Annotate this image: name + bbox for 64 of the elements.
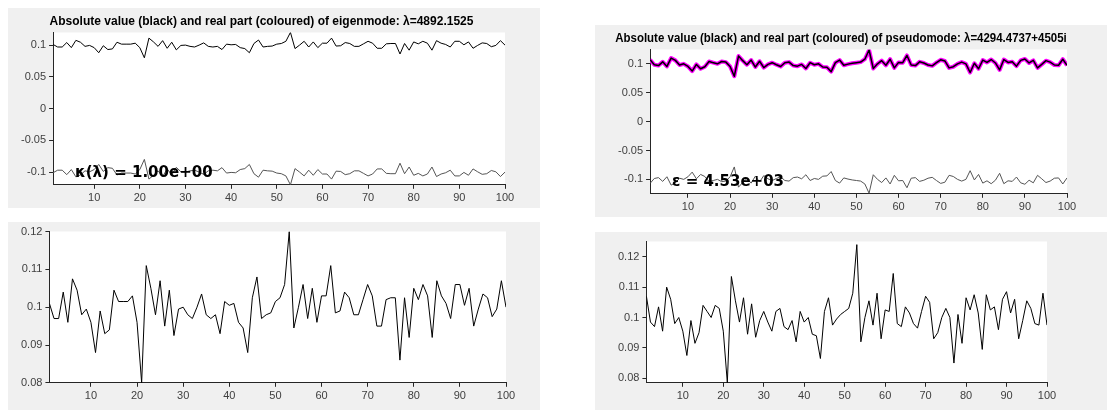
x-tick-label: 80 — [976, 200, 989, 213]
y-tick-label: 0.12 — [617, 249, 640, 262]
x-tick-label: 50 — [269, 389, 282, 402]
y-tick-label: 0.08 — [20, 375, 43, 388]
y-tick-label: 0.11 — [618, 280, 640, 293]
x-tick-label: 10 — [88, 191, 101, 204]
y-tick-label: -0.1 — [624, 172, 644, 185]
x-tick-label: 70 — [934, 200, 947, 213]
x-tick-label: 40 — [223, 389, 236, 402]
x-tick-label: 100 — [1057, 200, 1077, 213]
y-tick-label: -0.1 — [27, 165, 47, 178]
x-tick-label: 80 — [407, 191, 420, 204]
y-tick-label: 0.09 — [20, 338, 43, 351]
x-tick-label: 60 — [316, 191, 329, 204]
x-tick-label: 60 — [315, 389, 328, 402]
x-tick-label: 30 — [757, 389, 770, 402]
x-tick-label: 50 — [838, 389, 851, 402]
chart-title: Absolute value (black) and real part (coloured) of eigenmode: λ=4892.1525 — [49, 13, 474, 28]
x-tick-label: 100 — [495, 191, 515, 204]
y-tick-label: 0.05 — [24, 69, 47, 82]
y-tick-label: 0.1 — [30, 38, 47, 51]
x-tick-label: 80 — [959, 389, 973, 402]
x-tick-label: 10 — [676, 389, 689, 402]
y-tick-label: 0.1 — [627, 56, 644, 69]
y-tick-label: 0.1 — [27, 300, 43, 313]
y-tick-label: 0 — [39, 101, 47, 114]
x-tick-label: 30 — [177, 389, 190, 402]
x-tick-label: 20 — [717, 389, 730, 402]
x-tick-label: 60 — [892, 200, 905, 213]
x-tick-label: 80 — [407, 389, 420, 402]
y-tick-label: 0.09 — [617, 340, 640, 353]
y-tick-label: -0.05 — [617, 143, 644, 156]
x-tick-label: 40 — [224, 191, 238, 204]
x-tick-label: 30 — [179, 191, 192, 204]
x-tick-label: 60 — [879, 389, 892, 402]
x-tick-label: 50 — [850, 200, 863, 213]
x-tick-label: 100 — [496, 389, 516, 402]
chart-title: Absolute value (black) and real part (coloured) of pseudomode: λ=4294.4737+4505i — [615, 30, 1067, 44]
annotation: ε = 4.53e+03 — [672, 171, 785, 190]
x-tick-label: 10 — [681, 200, 695, 213]
x-tick-label: 20 — [133, 191, 146, 204]
x-tick-label: 20 — [723, 200, 737, 213]
x-tick-label: 10 — [84, 389, 98, 402]
x-tick-label: 90 — [453, 389, 466, 402]
x-tick-label: 40 — [798, 389, 811, 402]
y-tick-label: -0.05 — [20, 133, 47, 146]
y-tick-label: 0.05 — [621, 85, 644, 98]
y-tick-label: 0.11 — [21, 262, 43, 275]
x-tick-label: 20 — [130, 389, 144, 402]
x-tick-label: 90 — [453, 191, 466, 204]
annotation: κ(λ) = 1.00e+00 — [75, 162, 213, 181]
y-tick-label: 0.12 — [20, 224, 43, 237]
y-tick-label: 0.1 — [624, 310, 640, 323]
x-tick-label: 50 — [270, 191, 283, 204]
x-tick-label: 40 — [808, 200, 821, 213]
x-tick-label: 70 — [361, 191, 375, 204]
x-tick-label: 90 — [1000, 389, 1013, 402]
x-tick-label: 70 — [361, 389, 374, 402]
x-tick-label: 70 — [919, 389, 932, 402]
x-tick-label: 90 — [1018, 200, 1032, 213]
x-tick-label: 30 — [766, 200, 779, 213]
x-tick-label: 100 — [1037, 389, 1057, 402]
y-tick-label: 0 — [636, 114, 644, 127]
y-tick-label: 0.08 — [617, 371, 640, 384]
